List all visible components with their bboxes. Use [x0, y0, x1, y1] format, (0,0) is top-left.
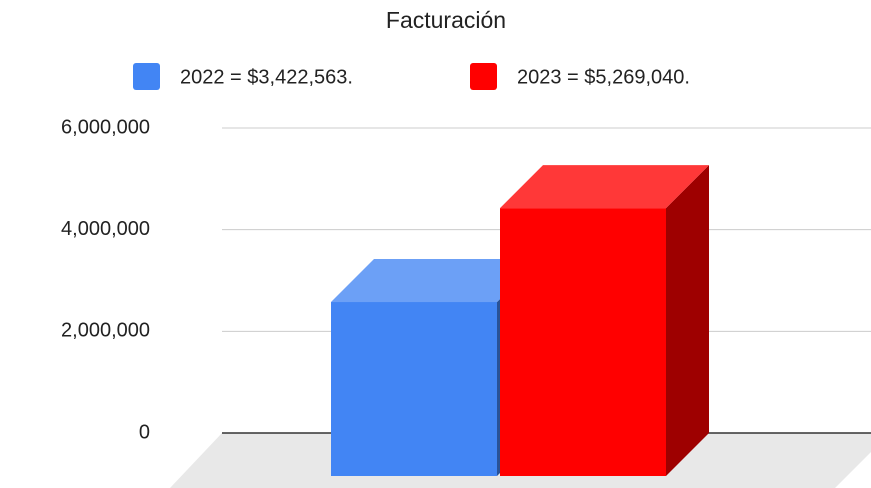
y-tick-label: 2,000,000: [61, 320, 150, 342]
legend-swatch: [133, 63, 160, 90]
chart-title: Facturación: [386, 7, 506, 33]
legend-label: 2022 = $3,422,563.: [180, 66, 353, 88]
bar: [500, 208, 666, 476]
bar-top: [331, 259, 540, 303]
y-tick-label: 4,000,000: [61, 218, 150, 240]
legend-label: 2023 = $5,269,040.: [517, 66, 690, 88]
legend-swatch: [470, 63, 497, 90]
bar-top: [500, 165, 709, 209]
bar: [331, 302, 497, 476]
bar-side: [666, 165, 709, 476]
y-tick-label: 0: [139, 421, 150, 443]
y-tick-label: 6,000,000: [61, 116, 150, 138]
